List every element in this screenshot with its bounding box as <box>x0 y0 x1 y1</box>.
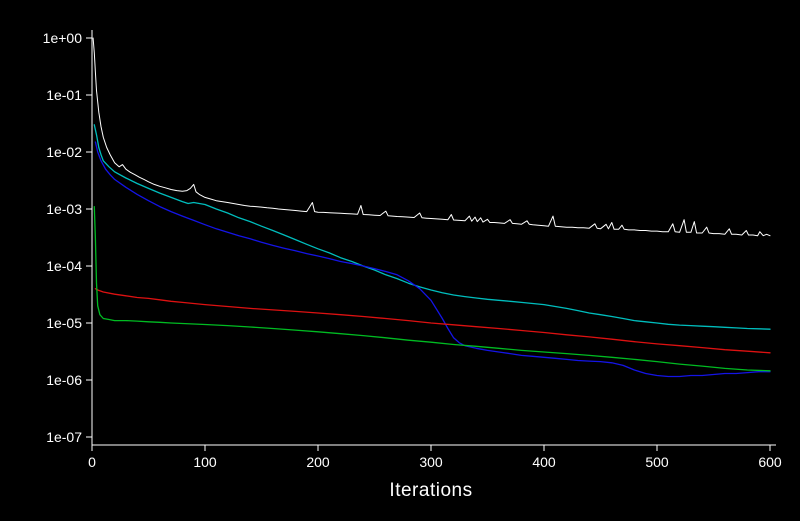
x-tick-label: 300 <box>419 454 443 470</box>
y-tick-label: 1e-05 <box>46 315 82 331</box>
y-tick-label: 1e-06 <box>46 372 82 388</box>
x-tick-label: 400 <box>532 454 556 470</box>
y-tick-label: 1e+00 <box>43 30 83 46</box>
residual-curve-blue <box>94 141 771 378</box>
y-tick-label: 1e-02 <box>46 144 82 160</box>
x-tick-label: 500 <box>645 454 669 470</box>
x-tick-label: 100 <box>193 454 217 470</box>
y-tick-label: 1e-01 <box>46 87 82 103</box>
y-tick-label: 1e-04 <box>46 258 82 274</box>
residual-curve-red <box>94 288 771 354</box>
residual-curve-green <box>93 205 771 372</box>
residual-curve-white <box>92 37 771 237</box>
x-tick-label: 200 <box>306 454 330 470</box>
x-tick-label: 0 <box>88 454 96 470</box>
y-tick-label: 1e-03 <box>46 201 82 217</box>
x-tick-label: 600 <box>758 454 782 470</box>
x-axis-title: Iterations <box>389 480 473 501</box>
y-tick-label: 1e-07 <box>46 429 82 445</box>
residual-curve-cyan <box>93 124 771 330</box>
